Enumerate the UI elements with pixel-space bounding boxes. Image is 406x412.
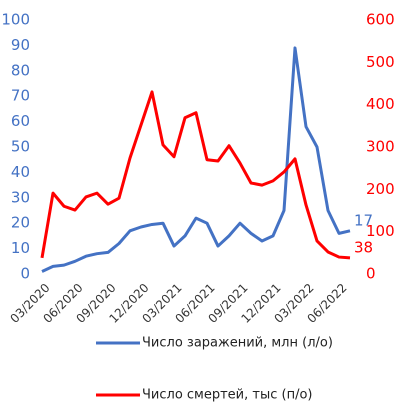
y-tick-label: 10 (11, 239, 30, 257)
y2-tick-label: 400 (366, 95, 395, 113)
legend-label: Число смертей, тыс (п/о) (142, 388, 313, 403)
y2-tick-label: 200 (366, 180, 395, 198)
y-tick-label: 30 (11, 188, 30, 206)
y2-tick-label: 0 (366, 265, 376, 283)
series-line (40, 90, 351, 260)
y2-tick-label: 300 (366, 138, 395, 156)
y-tick-label: 90 (11, 36, 30, 54)
y-tick-label: 60 (11, 112, 30, 130)
y-tick-label: 100 (1, 11, 30, 29)
y2-tick-label: 600 (366, 11, 395, 29)
value-label: 38 (354, 238, 373, 256)
legend-label: Число заражений, млн (л/о) (142, 336, 333, 351)
y-tick-label: 80 (11, 61, 30, 79)
y2-tick-label: 100 (366, 222, 395, 240)
y-tick-label: 20 (11, 214, 30, 232)
y-tick-label: 0 (20, 265, 30, 283)
y-tick-label: 50 (11, 138, 30, 156)
value-label: 17 (354, 211, 373, 229)
y2-tick-label: 500 (366, 53, 395, 71)
y-tick-label: 40 (11, 163, 30, 181)
series-line (41, 46, 351, 273)
y-tick-label: 70 (11, 87, 30, 105)
